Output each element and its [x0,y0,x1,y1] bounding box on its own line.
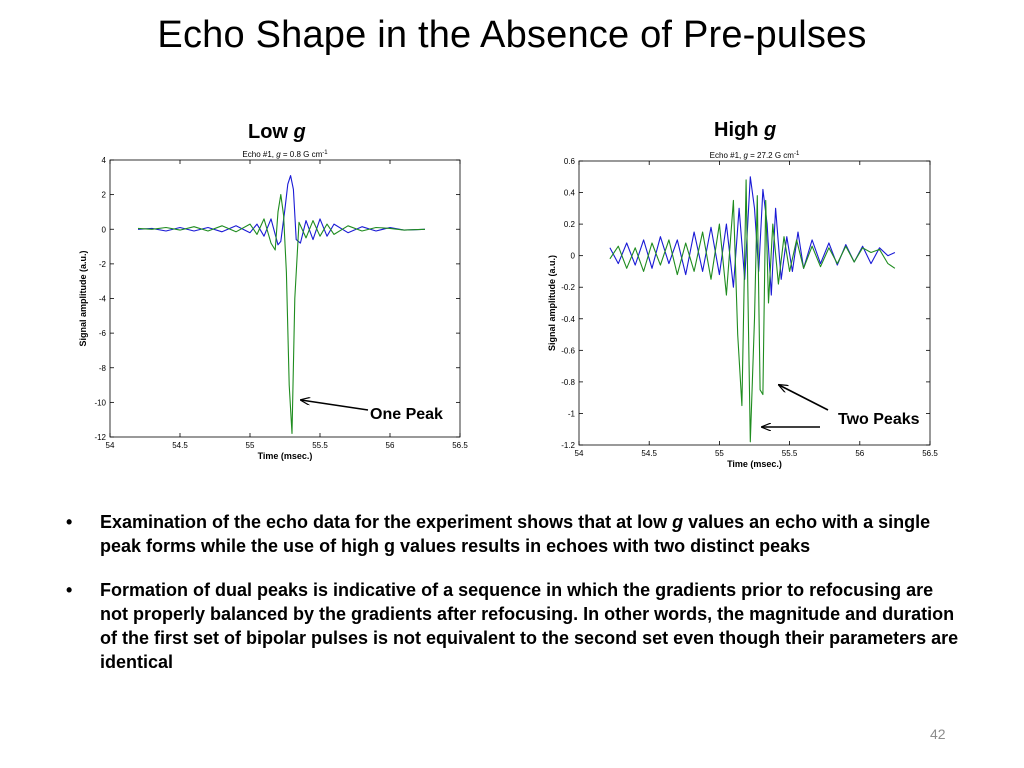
y-tick-label: -10 [94,398,106,407]
y-tick-label: 4 [102,156,107,165]
x-axis-label: Time (msec.) [258,451,313,461]
x-tick-label: 56 [855,449,864,458]
y-tick-label: 0.4 [564,189,576,198]
y-tick-label: -0.8 [561,378,575,387]
panel-heading-text: Low [248,121,294,143]
bullet-marker: • [66,512,73,532]
y-tick-label: -1 [568,409,576,418]
x-tick-label: 54.5 [641,449,657,458]
y-tick-label: -4 [99,295,107,304]
x-tick-label: 56.5 [452,441,468,450]
bullet-item: • Formation of dual peaks is indicative o… [66,578,966,674]
x-tick-label: 54 [575,449,584,458]
y-axis-label: Signal amplitude (a.u.) [547,255,557,351]
bullet-text: Examination of the echo data for the exp… [100,512,673,532]
y-tick-label: 0.2 [564,220,576,229]
panel-heading-text: High [714,119,764,141]
x-tick-label: 56 [386,441,395,450]
x-tick-label: 55.5 [312,441,328,450]
y-tick-label: -1.2 [561,441,575,450]
slide-number: 42 [930,726,946,742]
x-tick-label: 54.5 [172,441,188,450]
x-tick-label: 54 [106,441,115,450]
plot-frame [109,159,461,438]
y-tick-label: -12 [94,433,106,442]
chart-low-g: 54 54.5 55 55.5 56 56.5 4 2 0 -2 -4 -6 -8 -10 -12 Echo … [78,150,468,461]
x-tick-label: 56.5 [922,449,938,458]
bullet-text-italic: g [672,512,684,532]
bullet-marker: • [66,580,73,600]
callout-two-peaks: Two Peaks [838,411,920,428]
y-tick-label: -2 [99,260,107,269]
panel-heading-italic: g [764,119,777,141]
chart-title: Echo #1, g = 0.8 G cm-1 [242,150,328,159]
y-tick-label: -0.4 [561,315,575,324]
y-tick-label: 0 [571,252,576,261]
y-tick-label: -6 [99,329,107,338]
bullet-text: values an echo with a single peak forms … [100,512,931,556]
y-tick-label: -8 [99,364,107,373]
series-line-green [137,194,426,435]
x-tick-label: 55 [246,441,255,450]
x-tick-label: 55 [715,449,724,458]
bullet-text: Formation of dual peaks is indicative of… [100,580,959,672]
y-tick-label: 2 [102,191,107,200]
series-line-blue [137,175,426,246]
panel-heading-low-g: Low g [248,121,306,144]
y-tick-label: 0 [102,225,107,234]
callout-arrow-two-peaks-upper [779,385,829,411]
bullet-list: • Examination of the echo data for the ex… [66,510,966,674]
bullet-item: • Examination of the echo data for the ex… [66,510,966,558]
slide-title: Echo Shape in the Absence of Pre-pulses [157,14,867,56]
x-tick-label: 55.5 [782,449,798,458]
callout-arrow-one-peak [301,400,369,411]
chart-title: Echo #1, g = 27.2 G cm-1 [710,151,800,160]
callout-one-peak: One Peak [370,406,443,423]
chart-high-g: 54 54.5 55 55.5 56 56.5 0.6 0.4 0.2 0 -0.2 -0.4 -0.6… [547,151,938,469]
x-axis-label: Time (msec.) [727,459,782,469]
y-tick-label: -0.2 [561,283,575,292]
y-axis-label: Signal amplitude (a.u.) [78,250,88,346]
series-line-green [609,179,896,443]
y-tick-label: 0.6 [564,157,576,166]
panel-heading-high-g: High g [714,119,776,142]
y-tick-label: -0.6 [561,346,575,355]
panel-heading-italic: g [293,121,306,143]
